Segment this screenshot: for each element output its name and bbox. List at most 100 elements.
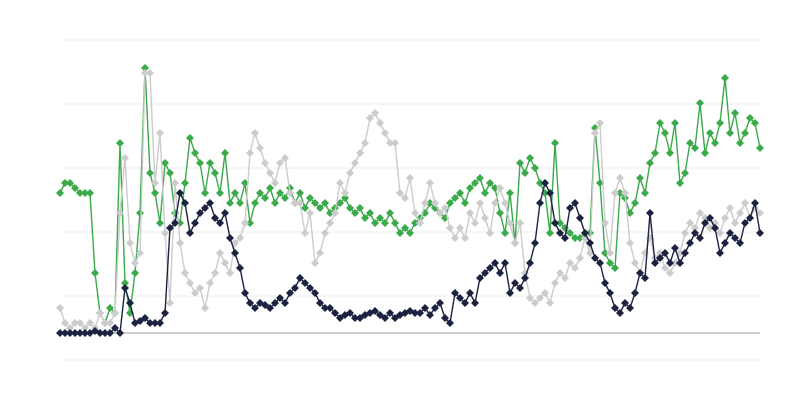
point-marker <box>576 234 584 242</box>
point-marker <box>676 259 684 267</box>
point-marker <box>226 234 234 242</box>
point-marker <box>501 259 509 267</box>
point-marker <box>616 174 624 182</box>
point-marker <box>566 229 574 237</box>
point-marker <box>361 214 369 222</box>
point-marker <box>486 179 494 187</box>
point-marker <box>106 329 114 337</box>
point-marker <box>536 199 544 207</box>
point-marker <box>226 199 234 207</box>
point-marker <box>536 179 544 187</box>
point-marker <box>726 204 734 212</box>
point-marker <box>231 189 239 197</box>
point-marker <box>531 164 539 172</box>
point-marker <box>656 249 664 257</box>
point-marker <box>276 294 284 302</box>
point-marker <box>591 129 599 137</box>
point-marker <box>661 249 669 257</box>
point-marker <box>306 284 314 292</box>
point-marker <box>566 259 574 267</box>
point-marker <box>181 199 189 207</box>
point-marker <box>221 149 229 157</box>
point-marker <box>671 119 679 127</box>
point-marker <box>586 229 594 237</box>
point-marker <box>746 114 754 122</box>
point-marker <box>191 219 199 227</box>
point-marker <box>686 239 694 247</box>
point-marker <box>601 279 609 287</box>
point-marker <box>666 259 674 267</box>
point-marker <box>696 209 704 217</box>
point-marker <box>301 229 309 237</box>
point-marker <box>421 199 429 207</box>
point-marker <box>286 289 294 297</box>
point-marker <box>166 299 174 307</box>
point-marker <box>611 264 619 272</box>
point-marker <box>551 279 559 287</box>
point-marker <box>101 329 109 337</box>
point-marker <box>531 239 539 247</box>
point-marker <box>236 264 244 272</box>
point-marker <box>686 139 694 147</box>
point-marker <box>491 259 499 267</box>
point-marker <box>646 209 654 217</box>
point-marker <box>386 209 394 217</box>
point-marker <box>556 219 564 227</box>
point-marker <box>501 229 509 237</box>
point-marker <box>626 304 634 312</box>
point-marker <box>241 219 249 227</box>
point-marker <box>141 69 149 77</box>
point-marker <box>446 199 454 207</box>
point-marker <box>191 289 199 297</box>
point-marker <box>706 224 714 232</box>
point-marker <box>216 249 224 257</box>
point-marker <box>71 184 79 192</box>
point-marker <box>591 254 599 262</box>
point-marker <box>446 224 454 232</box>
point-marker <box>161 159 169 167</box>
point-marker <box>156 129 164 137</box>
point-marker <box>526 259 534 267</box>
point-marker <box>101 319 109 327</box>
point-marker <box>476 199 484 207</box>
point-marker <box>251 199 259 207</box>
point-marker <box>456 189 464 197</box>
point-marker <box>341 189 349 197</box>
point-marker <box>691 229 699 237</box>
point-marker <box>596 179 604 187</box>
point-marker <box>126 239 134 247</box>
point-marker <box>691 224 699 232</box>
point-marker <box>536 294 544 302</box>
point-marker <box>301 204 309 212</box>
point-marker <box>81 329 89 337</box>
point-marker <box>741 219 749 227</box>
point-marker <box>606 249 614 257</box>
point-marker <box>296 274 304 282</box>
point-marker <box>296 189 304 197</box>
point-marker <box>611 304 619 312</box>
point-marker <box>386 139 394 147</box>
point-marker <box>266 169 274 177</box>
point-marker <box>276 159 284 167</box>
point-marker <box>511 279 519 287</box>
point-marker <box>596 259 604 267</box>
point-marker <box>731 234 739 242</box>
point-marker <box>126 299 134 307</box>
point-marker <box>351 314 359 322</box>
point-marker <box>146 169 154 177</box>
point-marker <box>246 299 254 307</box>
point-marker <box>331 204 339 212</box>
point-marker <box>96 309 104 317</box>
point-marker <box>561 234 569 242</box>
point-marker <box>146 69 154 77</box>
point-marker <box>316 204 324 212</box>
point-marker <box>221 259 229 267</box>
point-marker <box>491 184 499 192</box>
point-marker <box>311 259 319 267</box>
point-marker <box>481 214 489 222</box>
point-marker <box>161 229 169 237</box>
point-marker <box>671 244 679 252</box>
series-line <box>59 67 761 325</box>
